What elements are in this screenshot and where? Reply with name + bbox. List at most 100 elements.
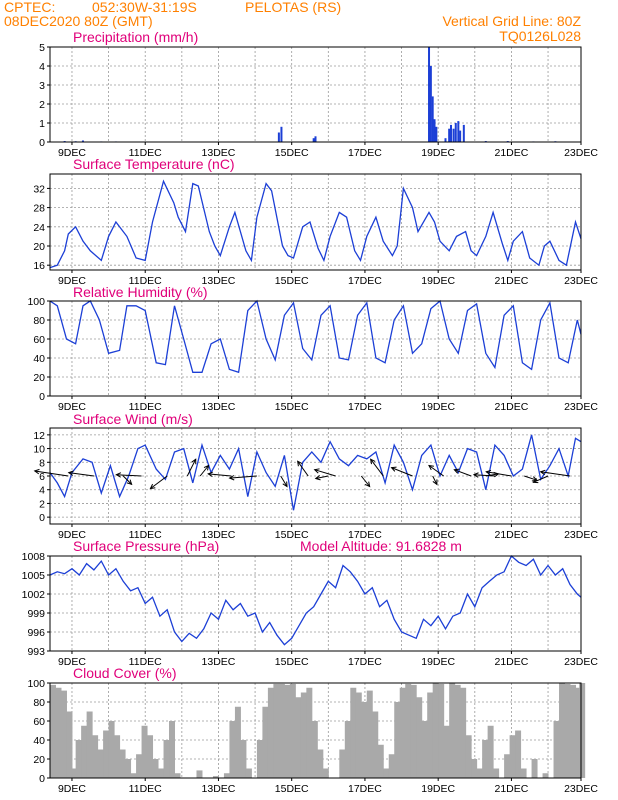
rh-ytick-label: 20 — [33, 372, 45, 384]
cloud-bar — [163, 740, 170, 778]
cloud-bar — [262, 706, 269, 778]
cloud-bar — [70, 768, 77, 778]
temperature-panel: Surface Temperature (nC) 16 20 24 28 32 9DEC 1… — [33, 156, 598, 287]
wind-vector-shaft — [297, 461, 309, 477]
cloud-bar — [174, 773, 181, 778]
cloud-xtick-label: 23DEC — [564, 783, 598, 795]
wind-vector — [207, 471, 232, 477]
wind-series-line — [49, 434, 582, 511]
precip-ytick-label: 4 — [39, 61, 45, 73]
cloud-bar — [531, 759, 538, 778]
rh-ytick-label: 0 — [39, 391, 45, 403]
pres-ytick-label: 1005 — [22, 570, 46, 582]
precip-xtick-label: 13DEC — [202, 147, 236, 159]
wind-vector-shaft — [199, 465, 209, 477]
wind-ytick-label: 2 — [39, 498, 45, 510]
precip-bar — [462, 124, 465, 142]
wind-vector — [472, 472, 495, 478]
wind-panel: Surface Wind (m/s) 0 24 6 810 12 9DEC 11DEC 13D… — [33, 411, 598, 541]
cloud-bar — [322, 768, 329, 778]
wind-vector — [369, 458, 384, 477]
wind-vector — [33, 468, 69, 477]
pres-xtick-label: 11DEC — [129, 656, 162, 668]
cloud-ytick-label: 40 — [33, 735, 45, 747]
rh-xtick-label: 21DEC — [494, 401, 528, 413]
cloud-bar — [75, 740, 82, 778]
cloud-bar — [136, 754, 143, 778]
precip-panel: Precipitation (mm/h) 0 1 2 3 4 5 9DEC 11DEC 13DE… — [39, 29, 598, 159]
wind-vector-shaft — [486, 471, 512, 477]
wind-xtick-label: 9DEC — [58, 529, 86, 541]
cloud-bar — [295, 697, 302, 778]
wind-vector — [532, 475, 549, 484]
wind-ytick-label: 0 — [39, 512, 45, 524]
wind-title: Surface Wind (m/s) — [73, 411, 193, 427]
precip-bar — [444, 138, 447, 142]
cloud-bar — [289, 683, 296, 778]
cloud-bar — [344, 721, 351, 778]
precip-ytick-label: 2 — [39, 99, 45, 111]
wind-vector-shaft — [122, 475, 132, 485]
precip-bar — [454, 123, 457, 142]
wind-ytick-label: 4 — [39, 485, 45, 497]
cloud-bar — [300, 692, 307, 778]
cloud-bar — [55, 687, 62, 778]
header-grid-note: Vertical Grid Line: 80Z — [442, 13, 581, 29]
cloud-bar — [141, 725, 148, 778]
wind-vector-head — [364, 481, 371, 488]
precip-bar — [449, 124, 452, 142]
precip-bar — [431, 96, 434, 142]
cloud-bar — [158, 768, 165, 778]
header-run: 08DEC2020 80Z (GMT) — [4, 13, 153, 29]
cloud-bar — [460, 687, 467, 778]
wind-vector-shaft — [432, 475, 438, 485]
cloud-bar — [394, 702, 401, 778]
cloud-bar — [103, 730, 110, 778]
cloud-bar — [438, 683, 445, 778]
wind-vector — [199, 464, 210, 477]
wind-vector-shaft — [208, 473, 232, 477]
cloud-title: Cloud Cover (%) — [73, 665, 176, 681]
rh-xtick-label: 13DEC — [202, 401, 236, 413]
wind-xtick-label: 17DEC — [348, 529, 382, 541]
cloud-bar — [50, 684, 56, 778]
wind-ytick-label: 8 — [39, 457, 45, 469]
precip-title: Precipitation (mm/h) — [73, 29, 198, 45]
wind-vector-shaft — [473, 474, 495, 477]
wind-vector — [115, 472, 142, 478]
cloud-bar — [86, 711, 93, 778]
temp-series-line — [49, 179, 582, 269]
cloud-bar — [366, 690, 373, 778]
cloud-bar — [471, 759, 478, 778]
cloud-bar — [256, 740, 263, 778]
cloud-ytick-label: 80 — [33, 697, 45, 709]
precip-bar — [280, 126, 283, 142]
pres-xtick-label: 17DEC — [348, 656, 382, 668]
wind-xtick-label: 11DEC — [129, 529, 162, 541]
wind-vector-head — [207, 471, 214, 477]
rh-frame — [49, 300, 582, 397]
cloud-bar — [493, 768, 500, 778]
wind-vector — [67, 470, 95, 477]
pres-ytick-label: 993 — [27, 646, 45, 658]
wind-vector-shaft — [370, 458, 384, 477]
cloud-ytick-label: 100 — [27, 678, 45, 690]
header-source: CPTEC: — [4, 0, 55, 15]
wind-vector — [390, 466, 413, 477]
pres-ytick-label: 996 — [27, 627, 45, 639]
cloud-bar — [465, 735, 472, 778]
wind-vector — [313, 468, 336, 477]
temp-ytick-label: 32 — [33, 183, 45, 195]
wind-vector-shaft — [34, 470, 69, 477]
precip-bar — [433, 119, 436, 142]
wind-vector-head — [369, 458, 376, 465]
rh-series-line — [49, 299, 582, 374]
cloud-frame — [49, 682, 582, 779]
temp-grid — [49, 174, 582, 270]
precip-bar — [457, 121, 460, 142]
rh-xtick-label: 17DEC — [348, 401, 382, 413]
cloud-bar — [229, 721, 236, 778]
precip-xtick-label: 23DEC — [564, 147, 598, 159]
cloud-bar — [147, 735, 154, 778]
wind-vector-head — [126, 479, 133, 486]
